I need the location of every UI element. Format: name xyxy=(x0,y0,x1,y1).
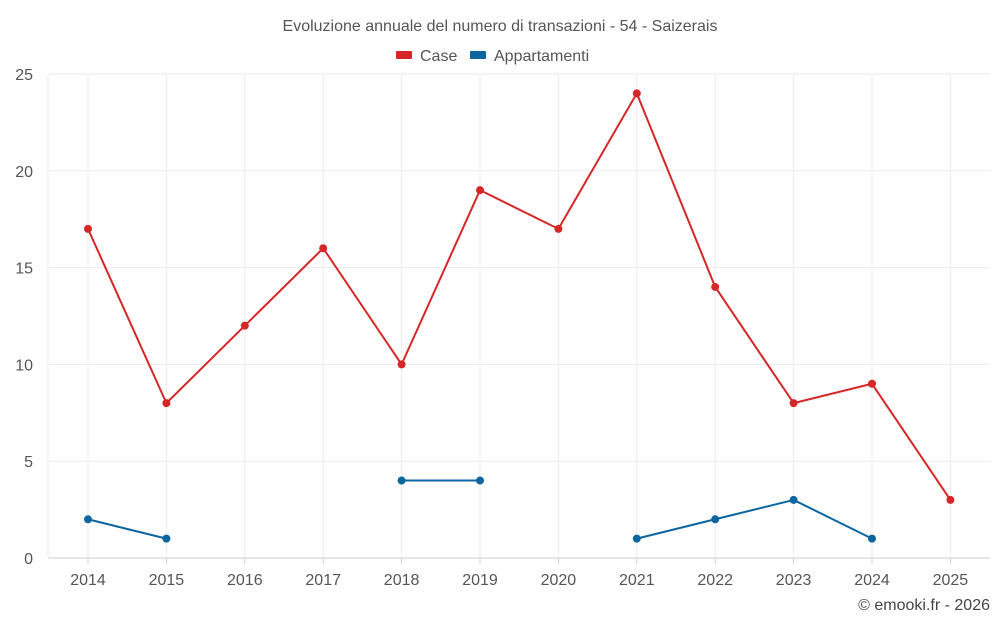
series-line xyxy=(87,518,167,540)
y-tick-label: 5 xyxy=(24,454,33,471)
data-point[interactable] xyxy=(789,399,798,408)
x-tick-label: 2023 xyxy=(776,572,812,589)
series-appartamenti xyxy=(84,476,876,543)
legend-label[interactable]: Case xyxy=(420,48,457,65)
legend-swatch xyxy=(396,51,412,59)
data-point[interactable] xyxy=(397,360,406,369)
data-point[interactable] xyxy=(162,399,171,408)
legend-label[interactable]: Appartamenti xyxy=(494,48,589,65)
data-point[interactable] xyxy=(476,476,484,485)
data-point[interactable] xyxy=(711,515,720,524)
x-tick-label: 2024 xyxy=(854,572,890,589)
x-tick-label: 2016 xyxy=(227,572,263,589)
data-point[interactable] xyxy=(240,321,249,330)
y-tick-label: 0 xyxy=(24,551,33,568)
x-tick-label: 2020 xyxy=(541,572,577,589)
data-point[interactable] xyxy=(476,186,484,195)
legend: Case Appartamenti xyxy=(396,48,589,65)
chart-title: Evoluzione annuale del numero di transaz… xyxy=(283,18,718,35)
data-point[interactable] xyxy=(397,476,406,485)
data-point[interactable] xyxy=(84,515,92,524)
x-tick-label: 2018 xyxy=(384,572,420,589)
series-case xyxy=(84,89,955,504)
data-point[interactable] xyxy=(319,244,328,253)
y-tick-label: 25 xyxy=(15,67,33,84)
x-tick-label: 2017 xyxy=(305,572,341,589)
x-tick-label: 2015 xyxy=(149,572,185,589)
data-point[interactable] xyxy=(711,282,720,291)
data-point[interactable] xyxy=(868,534,876,543)
y-tick-label: 15 xyxy=(15,261,33,278)
x-tick-label: 2014 xyxy=(70,572,106,589)
data-point[interactable] xyxy=(162,534,171,543)
data-point[interactable] xyxy=(946,495,955,504)
gridlines xyxy=(47,73,990,559)
x-tick-label: 2025 xyxy=(933,572,969,589)
series-line xyxy=(636,498,873,540)
y-axis: 0 5 10 15 20 25 xyxy=(15,67,33,568)
y-tick-label: 10 xyxy=(15,357,33,374)
x-tick-label: 2019 xyxy=(462,572,498,589)
data-point[interactable] xyxy=(868,379,876,388)
x-tick-label: 2022 xyxy=(697,572,733,589)
data-point[interactable] xyxy=(554,224,563,233)
y-tick-label: 20 xyxy=(15,164,33,181)
x-axis: 2014 2015 2016 2017 2018 2019 2020 2021 2022 2023… xyxy=(70,558,968,589)
x-tick-label: 2021 xyxy=(619,572,655,589)
data-point[interactable] xyxy=(84,224,92,233)
series-line xyxy=(87,92,952,501)
legend-swatch xyxy=(470,51,486,59)
series-group xyxy=(84,89,955,543)
data-point[interactable] xyxy=(632,89,641,98)
footer-credit: © emooki.fr - 2026 xyxy=(858,597,990,614)
data-point[interactable] xyxy=(789,495,798,504)
data-point[interactable] xyxy=(632,534,641,543)
